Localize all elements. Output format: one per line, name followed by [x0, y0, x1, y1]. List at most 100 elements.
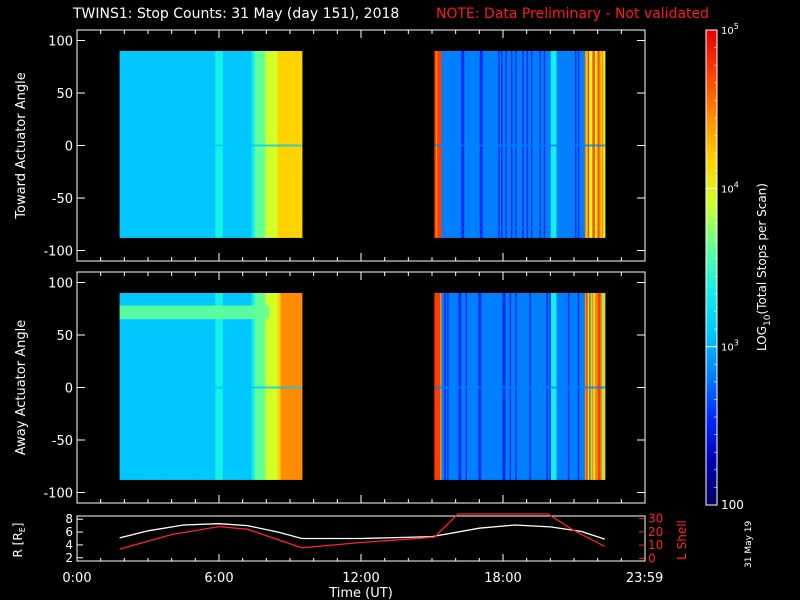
middle-heat-column — [139, 293, 142, 480]
top-heat-column — [235, 51, 238, 238]
top-heat-column — [148, 51, 151, 238]
top-heat-column — [461, 51, 464, 238]
middle-heat-column — [153, 293, 156, 480]
middle-heat-column — [124, 293, 127, 480]
top-heat-column — [451, 51, 454, 238]
top-heat-column — [244, 51, 247, 238]
top-heat-column — [546, 51, 549, 238]
top-heat-column — [448, 51, 451, 238]
top-heat-column — [449, 51, 453, 238]
top-heat-column — [577, 51, 580, 238]
top-heat-column — [201, 51, 204, 238]
middle-heat-column — [576, 293, 579, 480]
middle-heat-column — [187, 293, 191, 480]
middle-heat-column — [486, 293, 489, 480]
top-heat-column — [566, 51, 569, 238]
middle-heat-column — [235, 293, 238, 480]
top-heat-column — [239, 51, 242, 238]
top-heat-column — [440, 51, 443, 238]
middle-heat-column — [603, 293, 606, 480]
middle-heat-column — [567, 293, 570, 480]
top-heat-column — [560, 51, 563, 238]
top-heat-column — [172, 51, 175, 238]
top-heat-column — [242, 51, 245, 238]
middle-heat-column — [276, 293, 279, 480]
middle-heat-column — [467, 293, 470, 480]
top-heat-column — [589, 51, 592, 238]
middle-heat-column — [122, 293, 125, 480]
middle-heat-column — [484, 293, 487, 480]
middle-heat-column — [266, 293, 270, 480]
middle-heat-column — [251, 293, 254, 480]
top-heat-column — [236, 51, 239, 238]
middle-heat-column — [515, 293, 518, 480]
middle-heat-column — [511, 293, 514, 480]
top-heat-column — [550, 51, 553, 238]
middle-heat-column — [204, 293, 207, 480]
middle-heat-column — [472, 293, 475, 480]
top-heat-column — [206, 51, 209, 238]
middle-heat-column — [489, 293, 492, 480]
middle-heat-column — [481, 293, 484, 480]
middle-heat-column — [189, 293, 192, 480]
top-heat-column — [549, 51, 552, 238]
top-heat-column — [204, 51, 207, 238]
top-heat-column — [505, 51, 508, 238]
top-heat-column — [478, 51, 481, 238]
top-heat-column — [445, 51, 448, 238]
middle-heat-column — [559, 293, 562, 480]
orbit-y2tick-label: 30 — [648, 512, 663, 526]
middle-heat-column — [245, 293, 248, 480]
top-heat-column — [136, 51, 139, 238]
top-heat-column — [525, 51, 528, 238]
middle-heat-column — [440, 293, 443, 480]
top-heat-column — [599, 51, 602, 238]
top-heat-column — [224, 51, 227, 238]
x-tick-label: 23:59 — [626, 571, 663, 586]
top-heat-column — [555, 51, 558, 238]
middle-heat-column — [248, 293, 251, 480]
top-heat-column — [553, 51, 556, 238]
middle-heat-column — [596, 293, 599, 480]
middle-heat-column — [471, 293, 474, 480]
top-heat-column — [143, 51, 147, 238]
middle-data-block-1 — [119, 293, 303, 480]
middle-heat-column — [227, 293, 230, 480]
top-heat-column — [276, 51, 279, 238]
top-heat-column — [474, 51, 477, 238]
top-heat-column — [573, 51, 576, 238]
middle-heat-column — [452, 293, 455, 480]
top-heat-column — [438, 51, 441, 238]
top-heat-column — [219, 51, 222, 238]
top-heat-column — [130, 51, 133, 238]
top-heat-column — [212, 51, 215, 238]
top-heat-column — [503, 51, 506, 238]
middle-heat-column — [192, 293, 195, 480]
top-heat-column — [210, 51, 213, 238]
top-heat-column — [122, 51, 125, 238]
top-heat-column — [444, 51, 447, 238]
middle-heat-column — [260, 293, 263, 480]
middle-heat-column — [197, 293, 200, 480]
middle-heat-column — [503, 293, 506, 480]
middle-heat-column — [160, 293, 163, 480]
colorbar-tick-label: 104 — [721, 180, 739, 195]
x-tick-label: 18:00 — [484, 571, 521, 586]
top-heat-column — [186, 51, 189, 238]
top-heat-column — [245, 51, 248, 238]
middle-heat-column — [172, 293, 175, 480]
top-heat-column — [535, 51, 538, 238]
middle-heat-column — [495, 293, 498, 480]
colorbar-tick-label: 103 — [721, 339, 739, 354]
middle-heat-column — [195, 293, 198, 480]
top-ytick-label: -50 — [52, 192, 73, 207]
top-heat-column — [441, 51, 444, 238]
top-heat-column — [125, 51, 128, 238]
middle-heat-column — [509, 293, 512, 480]
middle-heat-column — [437, 293, 440, 480]
top-heat-column — [570, 51, 573, 238]
middle-heat-column — [216, 293, 219, 480]
top-data-block-1 — [119, 51, 303, 238]
top-heat-column — [209, 51, 212, 238]
